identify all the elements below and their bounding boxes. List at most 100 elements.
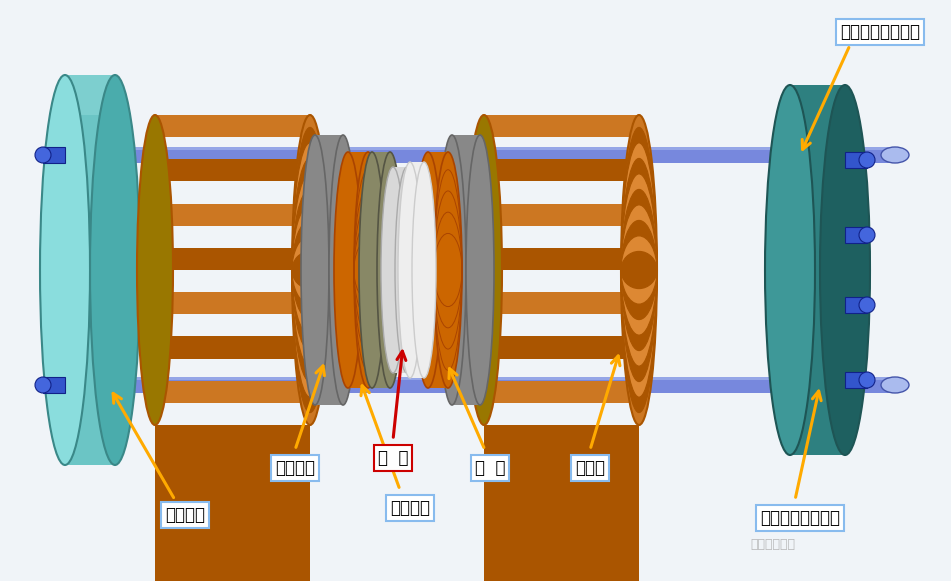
Polygon shape — [484, 248, 639, 270]
Ellipse shape — [765, 85, 815, 455]
Polygon shape — [315, 135, 343, 405]
Polygon shape — [484, 203, 639, 225]
Ellipse shape — [466, 135, 494, 405]
Polygon shape — [484, 425, 639, 581]
Ellipse shape — [292, 174, 328, 366]
Polygon shape — [484, 115, 639, 137]
Ellipse shape — [621, 115, 657, 425]
Ellipse shape — [292, 127, 328, 413]
Text: 阴极电极: 阴极电极 — [275, 459, 315, 477]
Ellipse shape — [621, 174, 657, 366]
Polygon shape — [790, 85, 845, 455]
Polygon shape — [155, 336, 310, 358]
Ellipse shape — [35, 377, 51, 393]
Ellipse shape — [41, 147, 69, 163]
Ellipse shape — [621, 205, 657, 335]
Ellipse shape — [881, 147, 909, 163]
Ellipse shape — [137, 115, 173, 425]
Polygon shape — [155, 425, 310, 469]
Ellipse shape — [412, 162, 436, 378]
Ellipse shape — [621, 189, 657, 350]
Polygon shape — [484, 292, 639, 314]
Ellipse shape — [329, 135, 357, 405]
Polygon shape — [43, 147, 65, 163]
Ellipse shape — [859, 372, 875, 388]
Polygon shape — [484, 381, 639, 403]
Polygon shape — [55, 147, 895, 150]
Polygon shape — [55, 377, 895, 380]
Polygon shape — [484, 425, 639, 581]
Polygon shape — [43, 377, 65, 393]
Ellipse shape — [395, 167, 419, 373]
Polygon shape — [845, 152, 867, 168]
Ellipse shape — [621, 252, 657, 289]
Ellipse shape — [414, 152, 442, 388]
Ellipse shape — [359, 152, 385, 388]
Polygon shape — [484, 159, 639, 181]
Polygon shape — [484, 425, 639, 514]
Polygon shape — [484, 336, 639, 358]
Polygon shape — [484, 425, 639, 581]
Polygon shape — [428, 152, 448, 388]
Polygon shape — [410, 162, 424, 378]
Text: 隔  膜: 隔 膜 — [378, 449, 408, 467]
Ellipse shape — [859, 152, 875, 168]
Ellipse shape — [621, 236, 657, 304]
Ellipse shape — [35, 147, 51, 163]
Ellipse shape — [90, 75, 140, 465]
Polygon shape — [155, 248, 310, 270]
Ellipse shape — [292, 115, 328, 425]
Ellipse shape — [381, 167, 405, 373]
Polygon shape — [155, 425, 310, 558]
Polygon shape — [55, 147, 895, 163]
Polygon shape — [155, 425, 310, 581]
Ellipse shape — [621, 159, 657, 382]
Polygon shape — [155, 425, 310, 581]
Ellipse shape — [40, 75, 90, 465]
Polygon shape — [155, 425, 310, 514]
Ellipse shape — [466, 115, 502, 425]
Ellipse shape — [292, 220, 328, 320]
Ellipse shape — [292, 189, 328, 350]
Ellipse shape — [292, 252, 328, 289]
Polygon shape — [845, 372, 867, 388]
Text: 阳极电极: 阳极电极 — [390, 499, 430, 517]
Polygon shape — [372, 152, 390, 388]
Ellipse shape — [292, 159, 328, 382]
Ellipse shape — [41, 377, 69, 393]
Ellipse shape — [621, 143, 657, 397]
Ellipse shape — [859, 227, 875, 243]
Ellipse shape — [354, 152, 382, 388]
Ellipse shape — [859, 297, 875, 313]
Polygon shape — [65, 75, 115, 115]
Polygon shape — [484, 425, 639, 558]
Polygon shape — [845, 297, 867, 313]
Polygon shape — [155, 425, 310, 581]
Ellipse shape — [881, 377, 909, 393]
Ellipse shape — [377, 152, 403, 388]
Ellipse shape — [292, 143, 328, 397]
Ellipse shape — [820, 85, 870, 455]
Text: 电解液、气体出口: 电解液、气体出口 — [840, 23, 920, 41]
Ellipse shape — [292, 236, 328, 304]
Polygon shape — [155, 159, 310, 181]
Polygon shape — [845, 227, 867, 243]
Text: 芑邦氢科技网: 芑邦氢科技网 — [750, 539, 795, 551]
Polygon shape — [55, 377, 895, 393]
Text: 双极板: 双极板 — [575, 459, 605, 477]
Polygon shape — [452, 135, 480, 405]
Polygon shape — [393, 167, 407, 373]
Polygon shape — [484, 425, 639, 469]
Ellipse shape — [334, 152, 362, 388]
Polygon shape — [155, 381, 310, 403]
Ellipse shape — [621, 220, 657, 320]
Text: 坚固螺杆: 坚固螺杆 — [165, 506, 205, 524]
Polygon shape — [155, 203, 310, 225]
Polygon shape — [155, 115, 310, 137]
Ellipse shape — [398, 162, 422, 378]
Ellipse shape — [292, 205, 328, 335]
Polygon shape — [65, 75, 115, 465]
Ellipse shape — [438, 135, 466, 405]
Ellipse shape — [621, 127, 657, 413]
Text: 垫  片: 垫 片 — [475, 459, 505, 477]
